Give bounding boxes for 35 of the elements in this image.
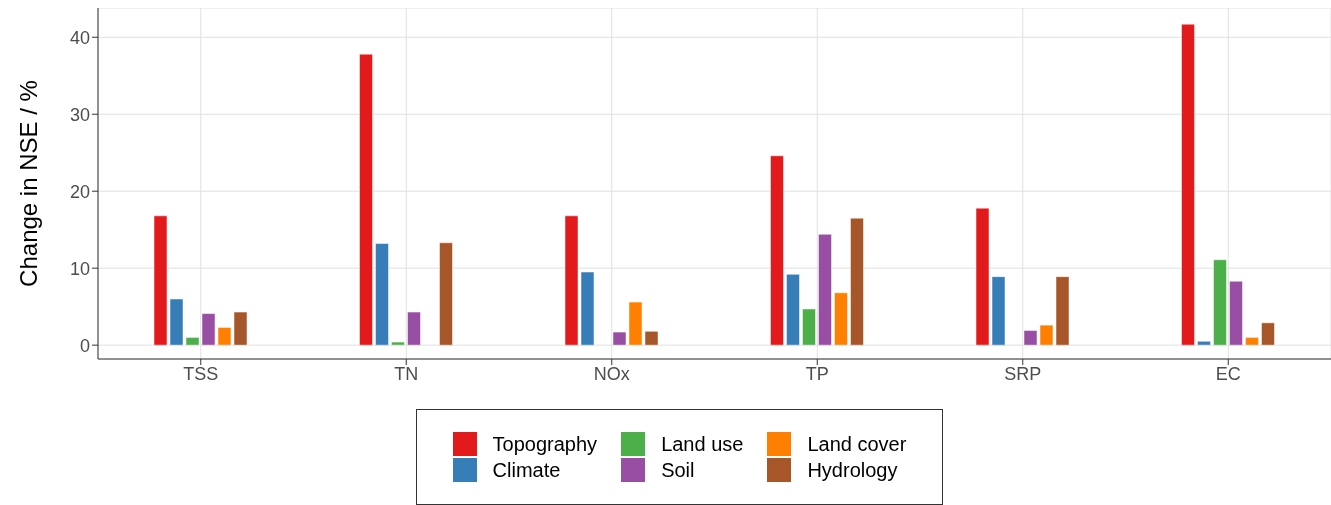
- legend-label: Land use: [661, 432, 744, 456]
- x-tick-label: TP: [805, 363, 829, 384]
- y-tick-label: 40: [69, 27, 90, 48]
- bar: [407, 311, 421, 346]
- legend-label: Soil: [661, 458, 695, 482]
- bar: [1213, 259, 1227, 346]
- legend-label: Land cover: [807, 432, 907, 456]
- bar: [439, 242, 453, 346]
- y-tick-label: 10: [69, 258, 90, 279]
- bar: [391, 341, 405, 346]
- bar: [359, 53, 373, 346]
- x-tick-label: TSS: [183, 363, 219, 384]
- x-tick-label: NOx: [593, 363, 630, 384]
- x-tick-label: SRP: [1004, 363, 1042, 384]
- bar: [1181, 23, 1195, 346]
- bar: [1261, 322, 1275, 346]
- bar: [850, 217, 864, 346]
- bar: [1229, 281, 1243, 346]
- y-axis-title: Change in NSE / %: [14, 80, 42, 287]
- bar: [1245, 337, 1259, 346]
- bar: [375, 243, 389, 346]
- y-tick-label: 20: [69, 181, 90, 202]
- y-tick-label: 30: [69, 104, 90, 125]
- bar: [786, 274, 800, 346]
- y-tick-label: 0: [79, 335, 90, 356]
- bar: [770, 155, 784, 346]
- legend-label: Topography: [492, 432, 598, 456]
- legend-label: Climate: [492, 458, 561, 482]
- bar: [818, 234, 832, 346]
- legend-label: Hydrology: [807, 458, 898, 482]
- bar: [802, 308, 816, 346]
- x-tick-label: EC: [1215, 363, 1241, 384]
- x-tick-label: TN: [394, 363, 419, 384]
- bar: [834, 292, 848, 346]
- bar: [1197, 341, 1211, 346]
